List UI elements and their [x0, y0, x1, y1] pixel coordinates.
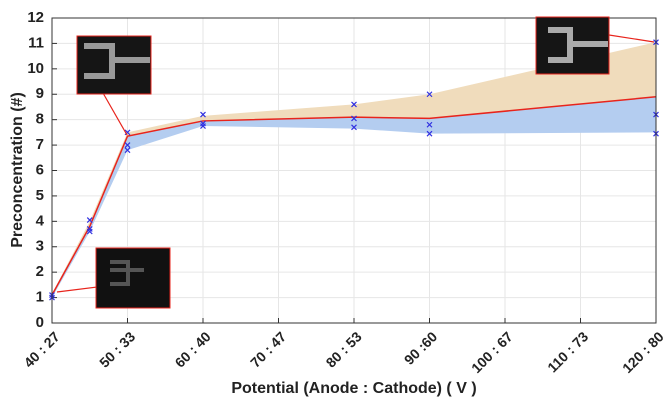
inset-pointer [102, 92, 128, 136]
data-point [200, 111, 206, 118]
inset-image [535, 16, 610, 75]
y-tick-label: 2 [36, 263, 44, 280]
x-tick-label: 40 : 27 [21, 328, 63, 370]
y-tick-label: 3 [36, 238, 44, 255]
data-point [200, 123, 206, 129]
y-tick-label: 9 [36, 85, 44, 102]
insets [56, 16, 655, 309]
upper-band [52, 42, 656, 296]
y-axis-label: Preconcentration (#) [9, 92, 26, 248]
inset-image [76, 35, 152, 95]
x-tick-label: 120 : 80 [619, 328, 667, 376]
x-tick-label: 50 : 33 [96, 328, 138, 370]
data-point [86, 217, 93, 223]
data-point [351, 124, 357, 131]
x-axis-label: Potential (Anode : Cathode) ( V ) [231, 380, 476, 397]
data-point [351, 115, 357, 122]
inset-image [95, 247, 171, 309]
data-point [351, 101, 357, 108]
y-tick-label: 5 [36, 187, 44, 204]
lower-band [52, 96, 656, 298]
x-tick-label: 70 : 47 [247, 328, 289, 370]
y-tick-label: 7 [36, 136, 44, 153]
y-tick-label: 12 [27, 9, 44, 26]
y-tick-label: 4 [36, 212, 45, 229]
x-tick-label: 90 :60 [401, 328, 441, 368]
x-tick-label: 110 : 73 [544, 328, 591, 375]
y-tick-label: 0 [36, 314, 44, 331]
inset-pointer [608, 34, 655, 43]
y-tick-label: 6 [36, 161, 44, 178]
x-tick-label: 80 : 53 [323, 328, 365, 370]
y-tick-label: 8 [36, 111, 44, 128]
data-point [124, 142, 131, 149]
y-tick-label: 11 [28, 34, 44, 51]
data-point [124, 147, 131, 154]
x-tick-label: 100 : 67 [468, 328, 516, 376]
y-tick-label: 10 [27, 60, 44, 77]
mean-line [51, 96, 657, 296]
data-point [426, 91, 433, 98]
x-tick-label: 60 : 40 [172, 328, 214, 370]
data-point [426, 121, 433, 128]
data-point [86, 228, 93, 235]
y-tick-label: 1 [36, 289, 44, 306]
plot-frame [51, 17, 657, 324]
data-point [426, 130, 433, 137]
